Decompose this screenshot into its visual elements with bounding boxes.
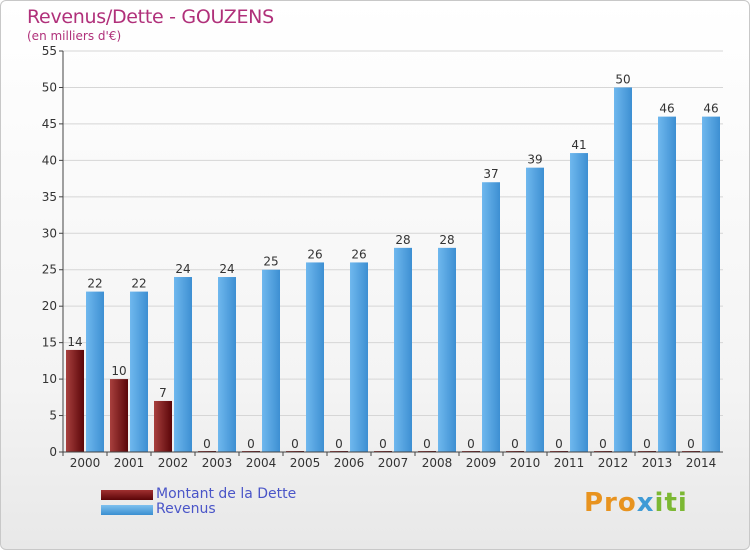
label-dette-2011: 0 (555, 437, 563, 451)
label-dette-2000: 14 (67, 335, 82, 349)
label-dette-2012: 0 (599, 437, 607, 451)
label-dette-2005: 0 (291, 437, 299, 451)
bar-revenus-2008 (438, 247, 456, 452)
legend-label-revenus: Revenus (156, 501, 216, 517)
bar-revenus-2012 (614, 87, 632, 453)
bar-revenus-2013 (658, 116, 676, 453)
label-revenus-2004: 25 (263, 255, 278, 269)
bar-dette-2002 (154, 400, 172, 452)
x-tick-label-2002: 2002 (158, 456, 189, 470)
label-dette-2004: 0 (247, 437, 255, 451)
bar-revenus-2009 (482, 182, 500, 452)
bar-revenus-2004 (262, 269, 280, 452)
label-revenus-2008: 28 (439, 233, 454, 247)
x-tick-label-2010: 2010 (510, 456, 541, 470)
legend-swatch-revenus (101, 505, 153, 515)
y-tick-label: 20 (42, 299, 57, 313)
y-tick-label: 25 (42, 263, 57, 277)
x-tick-label-2011: 2011 (554, 456, 585, 470)
bar-dette-2000 (66, 349, 84, 452)
x-tick-label-2004: 2004 (246, 456, 277, 470)
label-dette-2002: 7 (159, 386, 167, 400)
x-tick-label-2005: 2005 (290, 456, 321, 470)
bars (66, 87, 720, 453)
label-revenus-2009: 37 (483, 167, 498, 181)
x-tick-label-2006: 2006 (334, 456, 365, 470)
label-dette-2010: 0 (511, 437, 519, 451)
y-tick-label: 40 (42, 153, 57, 167)
label-dette-2007: 0 (379, 437, 387, 451)
bar-revenus-2011 (570, 153, 588, 452)
x-tick-label-2003: 2003 (202, 456, 233, 470)
legend-swatch-dette (101, 490, 153, 500)
bar-revenus-2005 (306, 262, 324, 452)
label-revenus-2011: 41 (571, 138, 586, 152)
x-tick-label-2008: 2008 (422, 456, 453, 470)
y-tick-label: 30 (42, 226, 57, 240)
x-tick-label-2012: 2012 (598, 456, 629, 470)
x-axis-ticks: 2000 2001 2002 2003 2004 2005 2006 2007 2008 2009… (62, 452, 717, 470)
y-tick-label: 45 (42, 117, 57, 131)
y-axis-ticks: 0 5 10 15 20 25 30 35 40 45 50 55 (42, 44, 63, 459)
bar-revenus-2002 (174, 277, 192, 452)
x-tick-label-2001: 2001 (114, 456, 145, 470)
y-tick-label: 35 (42, 190, 57, 204)
bar-revenus-2001 (130, 291, 148, 452)
legend-label-dette: Montant de la Dette (156, 486, 297, 502)
x-tick-label-2014: 2014 (686, 456, 717, 470)
label-revenus-2006: 26 (351, 247, 366, 261)
label-revenus-2010: 39 (527, 153, 542, 167)
label-revenus-2003: 24 (219, 262, 234, 276)
bar-revenus-2003 (218, 277, 236, 452)
label-dette-2003: 0 (203, 437, 211, 451)
y-tick-label: 15 (42, 336, 57, 350)
bar-revenus-2007 (394, 247, 412, 452)
x-tick-label-2009: 2009 (466, 456, 497, 470)
x-tick-label-2013: 2013 (642, 456, 673, 470)
label-revenus-2000: 22 (87, 277, 102, 291)
label-dette-2014: 0 (687, 437, 695, 451)
label-revenus-2002: 24 (175, 262, 190, 276)
data-labels: 14 22 10 22 7 24 0 24 0 25 0 26 0 26 0 28 0 28 0 37 0 39 0 41 0 5… (67, 72, 718, 451)
chart-title: Revenus/Dette - GOUZENS (27, 6, 274, 28)
y-tick-label: 5 (49, 409, 57, 423)
label-dette-2013: 0 (643, 437, 651, 451)
label-revenus-2014: 46 (703, 102, 718, 116)
y-tick-label: 50 (42, 80, 57, 94)
grid (63, 50, 723, 453)
label-revenus-2013: 46 (659, 102, 674, 116)
bar-dette-2001 (110, 379, 128, 452)
label-revenus-2001: 22 (131, 277, 146, 291)
label-revenus-2012: 50 (615, 72, 630, 86)
y-tick-label: 55 (42, 44, 57, 58)
y-tick-label: 10 (42, 372, 57, 386)
label-dette-2001: 10 (111, 364, 126, 378)
y-tick-label: 0 (49, 445, 57, 459)
label-dette-2006: 0 (335, 437, 343, 451)
bar-revenus-2006 (350, 262, 368, 452)
bar-revenus-2000 (86, 291, 104, 452)
bar-revenus-2010 (526, 167, 544, 452)
label-dette-2009: 0 (467, 437, 475, 451)
bar-revenus-2014 (702, 116, 720, 453)
x-tick-label-2000: 2000 (70, 456, 101, 470)
label-revenus-2005: 26 (307, 247, 322, 261)
chart-subtitle: (en milliers d'€) (27, 29, 122, 43)
label-revenus-2007: 28 (395, 233, 410, 247)
x-tick-label-2007: 2007 (378, 456, 409, 470)
proxiti-logo: Proxiti (584, 488, 688, 518)
label-dette-2008: 0 (423, 437, 431, 451)
